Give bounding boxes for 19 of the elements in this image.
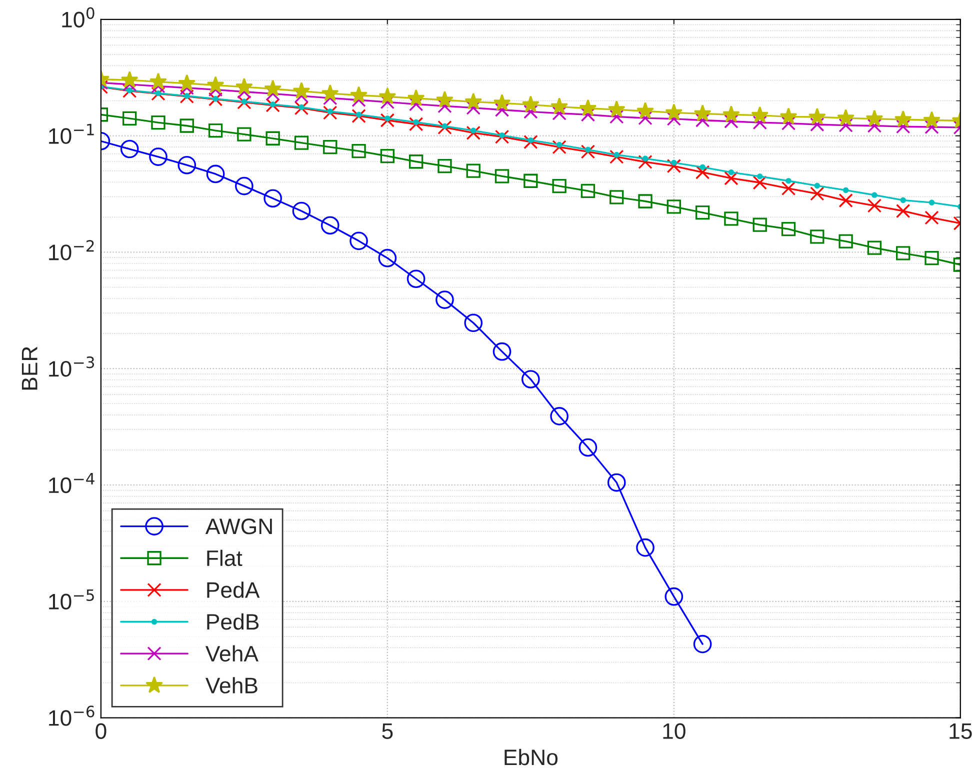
y-tick-label: 10$^{−5}$ bbox=[49, 589, 94, 610]
x-axis-title: EbNo bbox=[504, 748, 558, 766]
legend-label: PedA bbox=[207, 582, 260, 598]
legend-label: VehA bbox=[205, 645, 258, 662]
x-tick-label: 5 bbox=[382, 723, 393, 739]
y-tick-label: 10$^{−3}$ bbox=[49, 356, 94, 377]
legend-label: VehB bbox=[205, 677, 258, 694]
y-tick-label: 10$^{−2}$ bbox=[49, 240, 94, 260]
x-tick-label: 15 bbox=[950, 723, 972, 739]
legend-label: AWGN bbox=[205, 518, 272, 534]
x-tick-label: 0 bbox=[96, 723, 106, 739]
legend-label: PedB bbox=[207, 613, 259, 630]
y-tick-label: 10$^{−4}$ bbox=[49, 473, 94, 494]
y-axis-title: BER bbox=[22, 346, 38, 390]
legend-label: Flat bbox=[207, 550, 242, 566]
x-tick-label: 10 bbox=[663, 723, 686, 739]
y-tick-label: 10$^{−6}$ bbox=[49, 706, 94, 726]
y-tick-label: 10$^{0}$ bbox=[62, 7, 94, 28]
y-tick-label: 10$^{−1}$ bbox=[49, 124, 94, 144]
